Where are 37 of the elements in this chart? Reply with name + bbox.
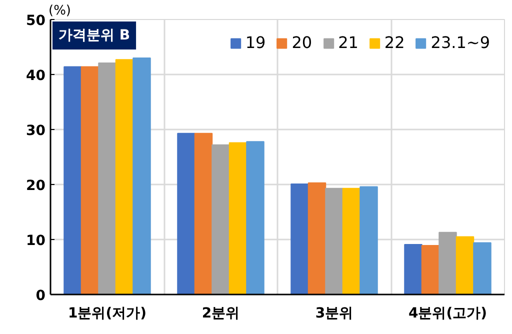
x-tick-label: 2분위 <box>202 306 240 322</box>
bar <box>473 242 492 294</box>
bar <box>115 59 134 294</box>
bar <box>194 132 213 294</box>
bar <box>64 66 82 294</box>
bar <box>177 132 196 294</box>
y-tick-label: 0 <box>36 288 46 304</box>
bar <box>421 245 440 294</box>
bar <box>325 188 344 294</box>
x-tick-label: 1분위(저가) <box>68 306 147 322</box>
legend-label: 20 <box>292 33 312 52</box>
legend-label: 21 <box>338 33 358 52</box>
legend-label: 22 <box>384 33 405 52</box>
y-axis-title: (%) <box>48 4 71 18</box>
y-tick-label: 10 <box>26 233 46 249</box>
bar <box>228 142 248 294</box>
bar <box>456 236 474 294</box>
bar <box>342 188 361 294</box>
y-tick-label: 20 <box>26 178 46 194</box>
y-tick-label: 50 <box>26 13 46 29</box>
y-tick-label: 40 <box>26 68 46 84</box>
bar <box>360 186 378 294</box>
bar <box>80 66 100 294</box>
bar <box>132 58 151 294</box>
x-tick-label: 3분위 <box>315 306 354 322</box>
bar <box>290 183 309 294</box>
bar <box>212 144 230 294</box>
bar <box>404 244 422 294</box>
bar <box>98 62 116 294</box>
y-tick-label: 30 <box>26 123 46 139</box>
legend-label: 19 <box>245 33 266 52</box>
bar <box>246 141 264 294</box>
x-tick-label: 4분위(고가) <box>408 306 488 322</box>
bar <box>438 232 457 294</box>
legend-label: 23.1~9 <box>430 33 490 52</box>
bar <box>308 182 326 294</box>
text: 가격분위 B <box>58 28 130 44</box>
